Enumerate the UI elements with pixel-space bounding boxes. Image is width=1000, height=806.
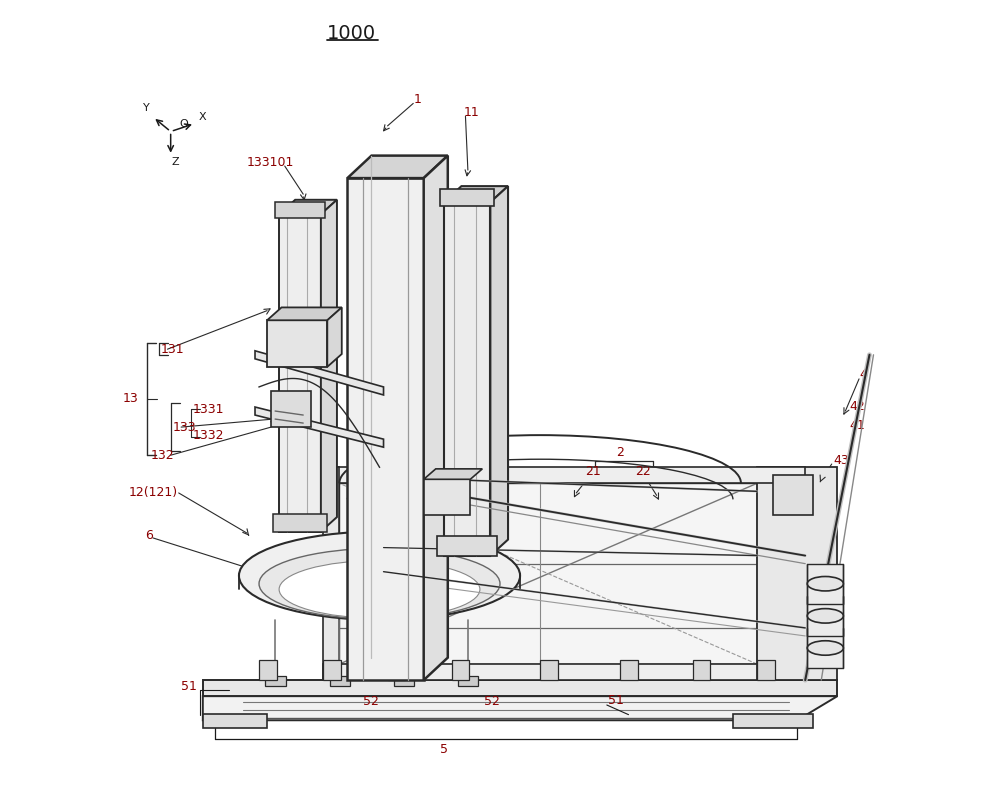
Text: 52: 52 (363, 696, 379, 708)
Text: 2: 2 (616, 447, 624, 459)
Text: 43: 43 (833, 455, 849, 467)
Bar (347, 178, 424, 680)
Bar (271, 391, 311, 427)
Bar (773, 476, 813, 516)
Polygon shape (323, 467, 805, 484)
Polygon shape (339, 484, 757, 664)
Bar (203, 714, 267, 729)
Text: O: O (179, 118, 188, 129)
Bar (807, 563, 843, 604)
Bar (265, 676, 286, 686)
Text: 13: 13 (122, 393, 138, 405)
Bar (279, 214, 321, 531)
Text: 51: 51 (608, 694, 624, 707)
Text: 11: 11 (464, 106, 480, 118)
Text: 31: 31 (473, 429, 489, 442)
Polygon shape (347, 156, 448, 178)
Bar (540, 660, 558, 680)
Text: 32: 32 (481, 449, 496, 462)
Text: 52: 52 (484, 696, 500, 708)
Text: 1332: 1332 (193, 429, 225, 442)
Polygon shape (203, 680, 837, 696)
Text: 1331: 1331 (193, 403, 225, 416)
Text: 132: 132 (151, 449, 174, 462)
Text: 22: 22 (635, 465, 651, 478)
Text: 42: 42 (849, 400, 865, 413)
Text: 41: 41 (849, 419, 865, 432)
Polygon shape (444, 186, 508, 202)
Text: 4: 4 (860, 368, 868, 381)
Ellipse shape (807, 576, 843, 591)
Ellipse shape (259, 548, 500, 619)
Bar (458, 676, 478, 686)
Bar (273, 514, 327, 531)
Bar (757, 660, 775, 680)
Ellipse shape (239, 531, 520, 620)
Polygon shape (323, 664, 805, 680)
Bar (330, 676, 350, 686)
Bar (807, 596, 843, 636)
Polygon shape (267, 307, 342, 320)
Polygon shape (203, 696, 837, 721)
Polygon shape (424, 156, 448, 680)
Bar (275, 202, 325, 218)
Polygon shape (279, 200, 337, 214)
Text: X: X (199, 112, 207, 123)
Polygon shape (757, 467, 837, 680)
Text: 5: 5 (440, 743, 448, 757)
Ellipse shape (807, 641, 843, 655)
Polygon shape (424, 469, 482, 480)
Bar (259, 660, 277, 680)
Polygon shape (255, 407, 384, 447)
Polygon shape (321, 200, 337, 531)
Bar (693, 660, 710, 680)
Text: 21: 21 (585, 465, 601, 478)
Ellipse shape (279, 560, 480, 618)
Polygon shape (323, 467, 339, 680)
Text: 133: 133 (173, 421, 197, 434)
Text: 133101: 133101 (247, 156, 294, 168)
Bar (437, 535, 497, 555)
Text: 12(121): 12(121) (129, 487, 178, 500)
Bar (620, 660, 638, 680)
Ellipse shape (807, 609, 843, 623)
Polygon shape (255, 351, 384, 395)
Text: 131: 131 (160, 343, 184, 355)
Bar (444, 202, 490, 555)
Bar (807, 628, 843, 668)
Bar (388, 660, 405, 680)
Bar (267, 320, 327, 367)
Bar (394, 676, 414, 686)
Bar (452, 660, 469, 680)
Text: Z: Z (172, 157, 179, 168)
Bar (733, 714, 813, 729)
Text: 51: 51 (181, 680, 197, 693)
Text: 3: 3 (500, 435, 508, 448)
Text: 1: 1 (414, 93, 422, 106)
Bar (440, 189, 494, 206)
Text: 1000: 1000 (327, 24, 376, 43)
Text: 6: 6 (145, 529, 153, 542)
Text: Y: Y (143, 102, 150, 113)
Polygon shape (490, 186, 508, 555)
Polygon shape (327, 307, 342, 367)
Bar (323, 660, 341, 680)
Bar (424, 480, 470, 516)
